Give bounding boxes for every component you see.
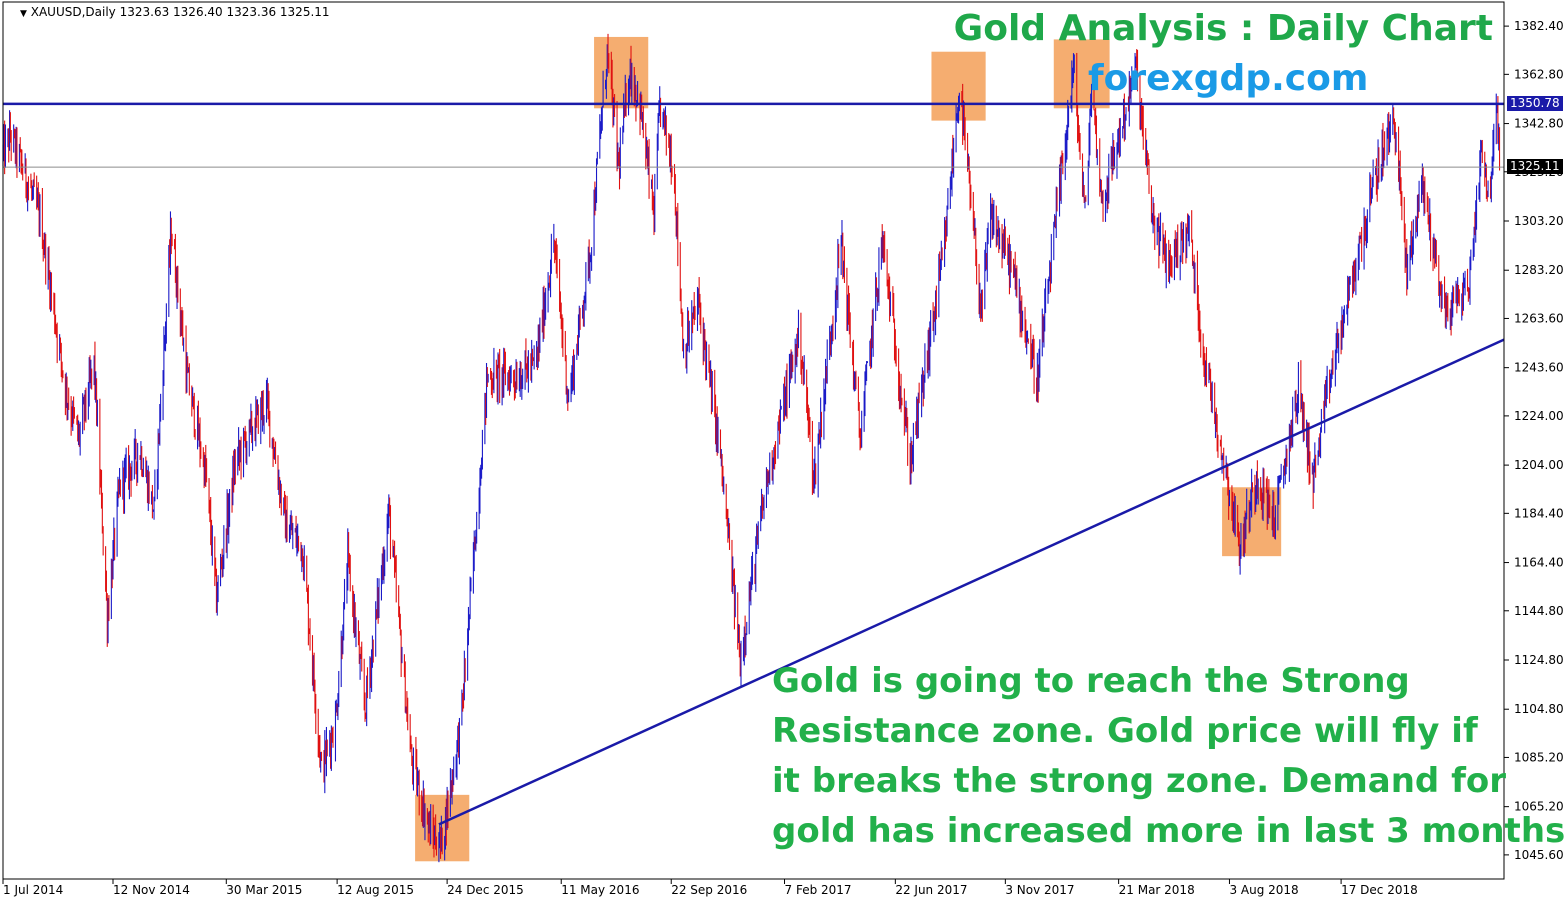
x-tick-label: 11 May 2016: [561, 883, 639, 897]
y-tick-label: 1204.00: [1514, 458, 1564, 472]
y-tick-label: 1164.40: [1514, 556, 1564, 570]
y-tick-label: 1362.80: [1514, 67, 1564, 81]
x-tick-label: 7 Feb 2017: [785, 883, 852, 897]
x-tick-label: 3 Aug 2018: [1229, 883, 1298, 897]
x-tick-label: 1 Jul 2014: [3, 883, 63, 897]
x-tick-label: 3 Nov 2017: [1005, 883, 1074, 897]
symbol-info-text: XAUUSD,Daily 1323.63 1326.40 1323.36 132…: [30, 5, 330, 19]
y-tick-label: 1065.20: [1514, 800, 1564, 814]
annotation-text: Gold is going to reach the Strong Resist…: [772, 656, 1568, 856]
demand-supply-zone: [1053, 39, 1110, 109]
resistance-price-tag: 1350.78: [1507, 95, 1563, 111]
x-tick-label: 21 Mar 2018: [1119, 883, 1195, 897]
uptrend-line: [438, 338, 1505, 826]
y-tick-label: 1085.20: [1514, 750, 1564, 764]
x-tick-label: 12 Nov 2014: [113, 883, 190, 897]
chart-frame: [2, 1, 1505, 880]
y-tick-label: 1045.60: [1514, 848, 1564, 862]
x-tick-label: 12 Aug 2015: [337, 883, 414, 897]
y-tick-label: 1224.00: [1514, 409, 1564, 423]
annotation-line: it breaks the strong zone. Demand for: [772, 761, 1507, 801]
y-tick-label: 1382.40: [1514, 19, 1564, 33]
x-tick-label: 24 Dec 2015: [447, 883, 524, 897]
y-tick-label: 1342.80: [1514, 117, 1564, 131]
annotation-line: Gold is going to reach the Strong: [772, 661, 1410, 701]
y-tick-label: 1124.80: [1514, 653, 1564, 667]
x-tick-label: 17 Dec 2018: [1341, 883, 1418, 897]
y-tick-label: 1144.80: [1514, 604, 1564, 618]
y-tick-label: 1263.60: [1514, 311, 1564, 325]
lines-layer: [3, 102, 1505, 826]
x-tick-label: 22 Jun 2017: [895, 883, 967, 897]
y-tick-label: 1243.60: [1514, 361, 1564, 375]
dropdown-arrow-icon[interactable]: ▼: [20, 9, 27, 19]
annotation-line: gold has increased more in last 3 months…: [772, 811, 1568, 851]
zones-layer: [415, 36, 1282, 862]
x-tick-label: 30 Mar 2015: [226, 883, 302, 897]
current-price-tag: 1325.11: [1507, 159, 1563, 175]
chart-title: Gold Analysis : Daily Chart: [953, 8, 1493, 49]
website-label: forexgdp.com: [1088, 58, 1369, 99]
y-tick-label: 1104.80: [1514, 702, 1564, 716]
annotation-line: Resistance zone. Gold price will fly if: [772, 711, 1478, 751]
x-tick-label: 22 Sep 2016: [671, 883, 747, 897]
y-tick-label: 1303.20: [1514, 214, 1564, 228]
y-tick-label: 1283.20: [1514, 263, 1564, 277]
candles-layer: [2, 33, 1501, 863]
y-tick-label: 1184.40: [1514, 506, 1564, 520]
symbol-info: ▼ XAUUSD,Daily 1323.63 1326.40 1323.36 1…: [20, 5, 330, 19]
